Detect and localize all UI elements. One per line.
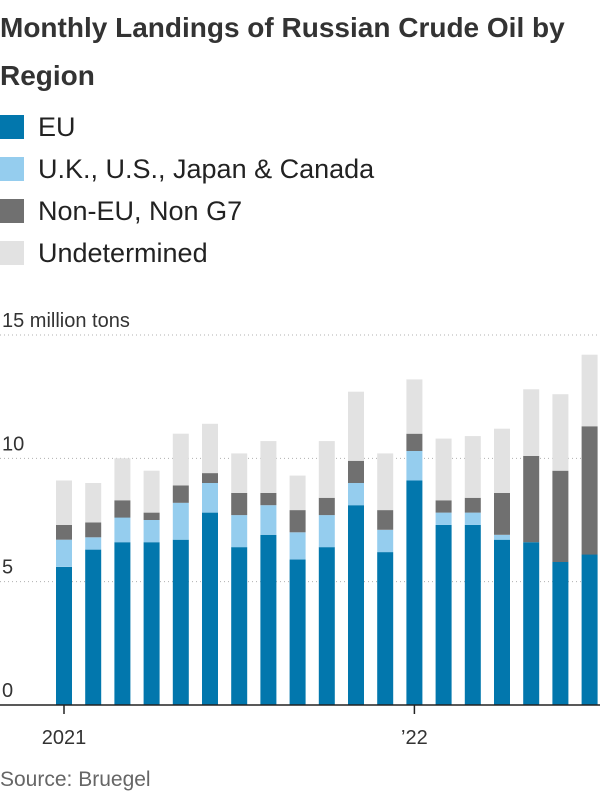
bar-2022-06-series-2 bbox=[552, 470, 569, 562]
bar-2021-12-series-2 bbox=[377, 510, 394, 530]
bar-2022-01-series-3 bbox=[406, 379, 423, 434]
bar-2021-09-series-0 bbox=[289, 559, 306, 705]
x-tick-label-0: 2021 bbox=[42, 727, 87, 749]
bar-2021-08-series-2 bbox=[260, 492, 277, 506]
bar-2022-06-series-0 bbox=[552, 561, 569, 705]
bar-2021-06-series-2 bbox=[202, 473, 218, 483]
bar-2022-03-series-0 bbox=[464, 524, 481, 705]
bar-2021-11-series-2 bbox=[348, 460, 364, 483]
bar-2021-10-series-0 bbox=[318, 547, 335, 705]
bar-2021-07-series-0 bbox=[231, 547, 248, 705]
bar-2022-01-series-2 bbox=[406, 433, 423, 451]
bar-2022-01-series-1 bbox=[406, 450, 423, 481]
legend-swatch-g7-other bbox=[0, 157, 24, 181]
bar-2022-02-series-1 bbox=[435, 512, 452, 525]
axis: 0 5 10 15 million tons 2021 ’22 bbox=[0, 310, 600, 749]
bar-2021-08-series-1 bbox=[260, 505, 277, 535]
bar-2021-10-series-3 bbox=[318, 441, 335, 498]
bar-2022-05-series-0 bbox=[523, 542, 540, 705]
bar-2021-06-series-3 bbox=[202, 423, 218, 474]
bar-2021-11-series-1 bbox=[348, 483, 364, 506]
bar-2021-01-series-0 bbox=[56, 566, 72, 705]
bar-2021-03-series-0 bbox=[114, 542, 131, 705]
bar-2022-03-series-3 bbox=[464, 436, 481, 498]
bar-2022-01-series-0 bbox=[406, 480, 423, 705]
bar-2022-03-series-2 bbox=[464, 497, 481, 513]
bar-2021-01-series-3 bbox=[56, 480, 72, 525]
legend-label-g7-other: U.K., U.S., Japan & Canada bbox=[38, 154, 375, 184]
bar-2021-03-series-1 bbox=[114, 517, 131, 543]
legend-item-non-eu-non-g7: Non-EU, Non G7 bbox=[0, 190, 374, 232]
bar-2021-12-series-3 bbox=[377, 453, 394, 511]
bar-2021-06-series-0 bbox=[202, 512, 218, 705]
legend-swatch-eu bbox=[0, 115, 24, 139]
bar-2021-11-series-3 bbox=[348, 391, 364, 461]
bar-2021-09-series-1 bbox=[289, 532, 306, 560]
y-tick-label-5: 5 bbox=[2, 557, 13, 579]
y-tick-label-10: 10 bbox=[2, 433, 24, 455]
bar-2021-03-series-3 bbox=[114, 458, 131, 501]
bar-2021-07-series-2 bbox=[231, 492, 248, 516]
bar-2022-02-series-3 bbox=[435, 438, 452, 501]
bar-2021-01-series-2 bbox=[56, 524, 72, 540]
bar-2022-07-series-3 bbox=[581, 354, 598, 427]
bar-2021-02-series-3 bbox=[85, 483, 102, 523]
bar-2021-12-series-0 bbox=[377, 552, 394, 705]
bar-2021-09-series-3 bbox=[289, 475, 306, 511]
bar-2021-08-series-3 bbox=[260, 441, 277, 493]
bar-2021-12-series-1 bbox=[377, 529, 394, 553]
bar-2021-05-series-1 bbox=[172, 502, 189, 540]
bar-2021-09-series-2 bbox=[289, 510, 306, 533]
legend-label-non-eu-non-g7: Non-EU, Non G7 bbox=[38, 196, 243, 226]
bar-2022-03-series-1 bbox=[464, 512, 481, 525]
bar-2021-04-series-3 bbox=[143, 470, 160, 513]
bar-2021-10-series-2 bbox=[318, 497, 335, 516]
bar-2021-02-series-1 bbox=[85, 537, 102, 550]
bar-2021-04-series-1 bbox=[143, 520, 160, 543]
bar-2022-02-series-0 bbox=[435, 524, 452, 705]
bar-2021-06-series-1 bbox=[202, 483, 218, 513]
bar-2022-04-series-1 bbox=[494, 534, 510, 540]
legend-item-eu: EU bbox=[0, 106, 374, 148]
bar-2021-03-series-2 bbox=[114, 500, 131, 518]
bar-2022-04-series-3 bbox=[494, 428, 510, 493]
bar-2022-05-series-3 bbox=[523, 389, 540, 456]
bar-2021-10-series-1 bbox=[318, 515, 335, 548]
legend: EU U.K., U.S., Japan & Canada Non-EU, No… bbox=[0, 106, 374, 274]
bar-2021-05-series-3 bbox=[172, 433, 189, 486]
bar-2022-04-series-2 bbox=[494, 492, 510, 535]
legend-label-eu: EU bbox=[38, 112, 76, 142]
bar-2021-05-series-2 bbox=[172, 485, 189, 503]
bar-2021-02-series-0 bbox=[85, 549, 102, 705]
bar-2021-11-series-0 bbox=[348, 505, 364, 705]
bar-2022-07-series-0 bbox=[581, 554, 598, 705]
bar-2022-02-series-2 bbox=[435, 500, 452, 513]
bar-2022-06-series-3 bbox=[552, 394, 569, 471]
bar-2021-05-series-0 bbox=[172, 539, 189, 705]
legend-swatch-non-eu-non-g7 bbox=[0, 199, 24, 223]
y-tick-label-0: 0 bbox=[2, 680, 13, 702]
legend-label-undetermined: Undetermined bbox=[38, 238, 208, 268]
bar-2021-04-series-0 bbox=[143, 542, 160, 705]
bar-2021-01-series-1 bbox=[56, 539, 72, 567]
source-note: Source: Bruegel bbox=[0, 768, 151, 791]
bar-2021-08-series-0 bbox=[260, 534, 277, 705]
bar-2021-04-series-2 bbox=[143, 512, 160, 520]
legend-swatch-undetermined bbox=[0, 241, 24, 265]
legend-item-g7-other: U.K., U.S., Japan & Canada bbox=[0, 148, 374, 190]
legend-item-undetermined: Undetermined bbox=[0, 232, 374, 274]
bar-2022-05-series-2 bbox=[523, 455, 540, 543]
bars bbox=[56, 354, 598, 705]
bar-2021-02-series-2 bbox=[85, 522, 102, 538]
bar-2022-04-series-0 bbox=[494, 539, 510, 705]
chart-title: Monthly Landings of Russian Crude Oil by… bbox=[0, 12, 565, 91]
bar-2021-07-series-3 bbox=[231, 453, 248, 493]
y-unit-label: 15 million tons bbox=[2, 310, 130, 332]
bar-2022-07-series-2 bbox=[581, 426, 598, 555]
bar-2021-07-series-1 bbox=[231, 515, 248, 548]
x-tick-label-12: ’22 bbox=[401, 727, 428, 749]
